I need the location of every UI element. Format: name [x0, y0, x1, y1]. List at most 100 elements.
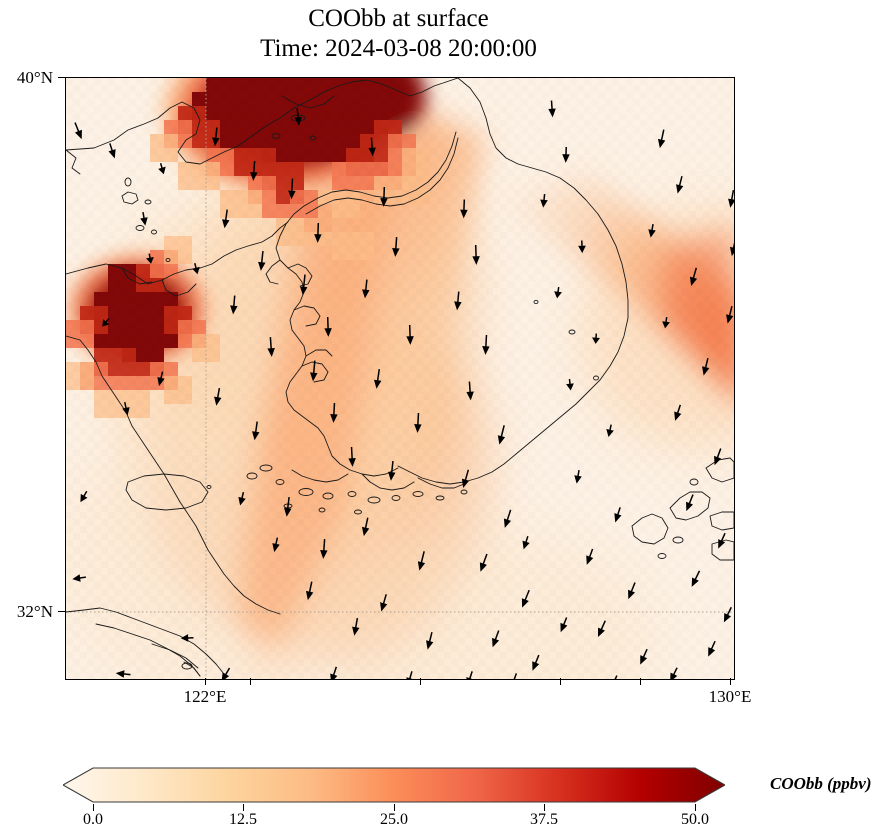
wind-arrow	[503, 509, 512, 528]
colorbar-tick-37_5	[544, 804, 546, 811]
wind-arrow	[214, 387, 222, 406]
xtick-label-122E: 122°E	[183, 687, 227, 706]
colorbar-body[interactable]	[63, 767, 725, 803]
wind-arrow	[310, 360, 318, 382]
wind-arrow	[426, 632, 434, 650]
xtick-130E	[730, 678, 732, 685]
colorbar-ticklabel-0: 0.0	[83, 811, 103, 828]
colorbar-ticklabel-25: 25.0	[380, 811, 408, 828]
wind-arrow	[414, 412, 422, 433]
colorbar-label: COObb (ppbv)	[770, 774, 872, 793]
colorbar-tick-50	[695, 804, 697, 811]
colorbar-tick-12_5	[243, 804, 245, 811]
wind-arrow	[192, 262, 200, 275]
model-grid-texture	[66, 78, 734, 679]
colorbar-ticklabel-37_5: 37.5	[530, 811, 558, 828]
colorbar[interactable]: 0.0 12.5 25.0 37.5 50.0	[63, 766, 725, 828]
wind-arrow	[417, 551, 426, 571]
wind-arrow	[330, 666, 338, 679]
map-gridlines	[66, 78, 734, 679]
xtick-minor-1	[250, 678, 252, 685]
wind-arrow	[497, 425, 506, 445]
wind-arrow	[662, 316, 670, 329]
wind-arrow	[492, 630, 500, 648]
wind-arrow	[146, 253, 154, 264]
map-axes[interactable]	[65, 77, 735, 680]
ytick-40N	[58, 77, 65, 79]
xtick-minor-2	[420, 678, 422, 685]
wind-arrow	[230, 295, 238, 315]
wind-arrow	[454, 291, 462, 311]
wind-arrow	[368, 137, 376, 157]
wind-arrow	[406, 671, 414, 679]
wind-arrow	[686, 494, 694, 512]
wind-arrow	[330, 402, 338, 423]
wind-arrow	[238, 491, 246, 506]
wind-arrow	[729, 237, 734, 257]
wind-arrow	[392, 236, 400, 257]
wind-arrow	[388, 460, 396, 481]
wind-arrow	[305, 581, 314, 601]
wind-arrow	[140, 211, 148, 226]
wind-arrow	[472, 244, 480, 265]
xtick-minor-3	[560, 678, 562, 685]
xtick-minor-4	[640, 678, 642, 685]
wind-arrow	[689, 267, 698, 286]
wind-arrow	[466, 381, 474, 401]
wind-arrow	[586, 548, 594, 565]
map-plot-area	[66, 78, 734, 679]
wind-arrow	[461, 469, 470, 488]
wind-arrow	[352, 617, 360, 636]
wind-arrow	[80, 490, 88, 503]
wind-arrow	[406, 324, 414, 345]
map-raster-and-overlays	[66, 78, 734, 679]
wind-arrow	[252, 421, 260, 441]
wind-arrow	[180, 634, 194, 642]
wind-arrow	[597, 620, 606, 638]
wind-arrow	[479, 553, 488, 572]
xtick-122E	[205, 678, 207, 685]
wind-arrow	[540, 193, 548, 208]
wind-arrow	[284, 496, 292, 517]
wind-arrow	[222, 209, 230, 229]
wind-arrow	[294, 107, 302, 126]
wind-arrow	[466, 671, 474, 679]
colorbar-gradient	[63, 767, 725, 803]
wind-arrow	[628, 582, 636, 600]
wind-arrow	[361, 517, 370, 537]
wind-arrow	[611, 675, 618, 679]
wind-arrow	[708, 640, 716, 657]
wind-arrow	[373, 368, 382, 389]
page-title: COObb at surface	[308, 5, 489, 32]
wind-arrow	[102, 318, 110, 327]
wind-arrow	[212, 127, 220, 147]
figure-title-block: COObb at surface Time: 2024-03-08 20:00:…	[0, 4, 797, 64]
wind-arrow	[258, 250, 266, 271]
wind-arrow	[560, 617, 568, 633]
wind-arrow	[702, 358, 710, 376]
wind-arrow	[726, 306, 734, 324]
wind-arrow	[676, 176, 684, 194]
wind-arrow	[723, 606, 732, 623]
wind-arrow	[72, 574, 87, 582]
wind-arrow	[108, 143, 116, 159]
figure-timestamp: Time: 2024-03-08 20:00:00	[260, 35, 537, 62]
wind-arrow	[380, 594, 388, 612]
wind-arrow	[714, 448, 722, 466]
wind-arrow	[288, 178, 296, 200]
wind-arrow	[250, 160, 258, 181]
wind-arrow	[348, 446, 356, 467]
wind-arrow	[592, 333, 600, 344]
colorbar-ticklabel-50: 50.0	[681, 811, 709, 828]
wind-arrow	[157, 371, 165, 387]
wind-arrow	[718, 532, 726, 549]
wind-arrow	[320, 538, 328, 559]
wind-arrow	[115, 670, 131, 678]
wind-arrow	[380, 186, 388, 207]
wind-arrow	[122, 401, 130, 416]
wind-arrow	[221, 667, 231, 679]
wind-arrow	[574, 469, 582, 484]
wind-arrow	[670, 667, 678, 679]
wind-arrow	[578, 240, 586, 254]
